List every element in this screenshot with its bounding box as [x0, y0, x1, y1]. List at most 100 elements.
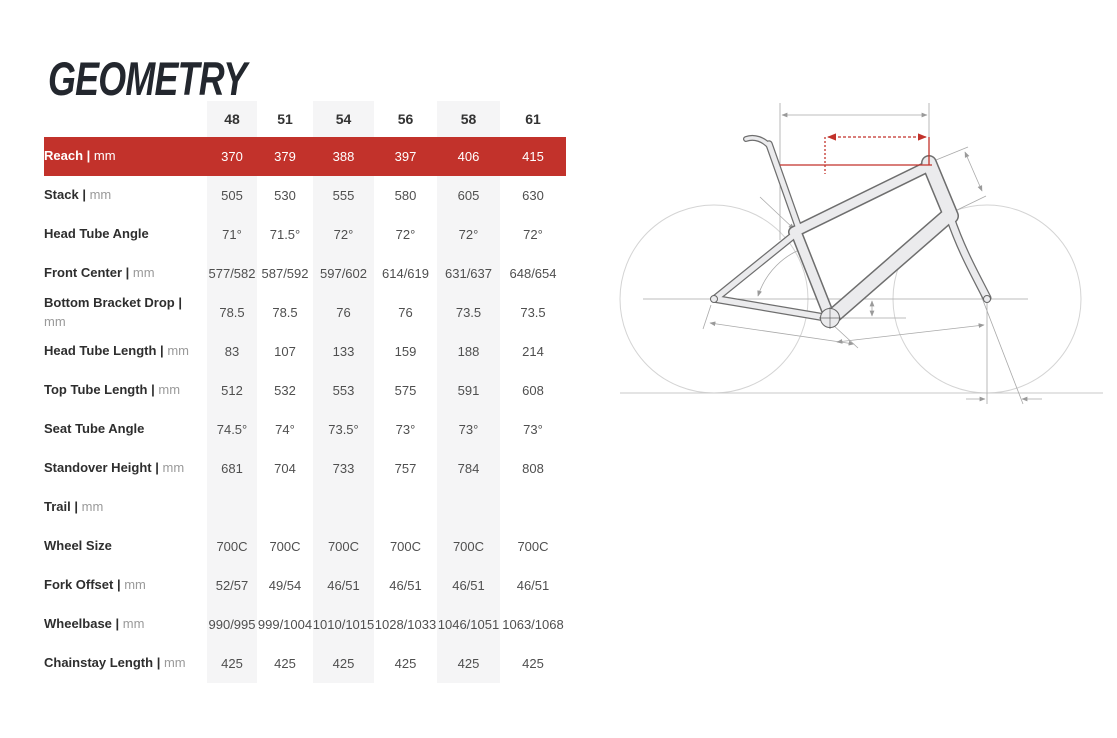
geometry-value: 388	[332, 149, 355, 164]
reach-dimension-highlight	[780, 133, 932, 174]
geometry-value: 76	[398, 305, 413, 320]
geometry-value: 700C	[207, 527, 257, 566]
table-row[interactable]: Wheel Size 700C 700C 700C 700C 700C 700C	[44, 527, 566, 566]
geometry-value	[207, 488, 257, 527]
geometry-value: 425	[274, 656, 296, 671]
bike-geometry-diagram	[598, 80, 1117, 435]
geometry-value: 406	[457, 149, 480, 164]
geometry-table: 48 51 54 56 58 61 Reach | mm 370 379 388 397 406 415…	[44, 101, 566, 683]
geometry-value: 107	[274, 344, 296, 359]
geometry-value: 73°	[437, 410, 500, 449]
table-row[interactable]: Head Tube Length | mm 83 107 133 159 188 214	[44, 332, 566, 371]
geometry-value	[374, 488, 437, 527]
rear-dropout	[710, 295, 718, 303]
geometry-value: 555	[313, 176, 374, 215]
geometry-value: 587/592	[261, 266, 309, 281]
row-label: Fork Offset | mm	[44, 576, 146, 595]
table-row[interactable]: Wheelbase | mm 990/995 999/1004 1010/1015 10…	[44, 605, 566, 644]
table-row[interactable]: Head Tube Angle 71° 71.5° 72° 72° 72° 72°	[44, 215, 566, 254]
row-label: Bottom Bracket Drop | mm	[44, 294, 199, 332]
row-label: Reach | mm	[44, 147, 116, 166]
geometry-value: 505	[207, 176, 257, 215]
geometry-value: 72°	[437, 215, 500, 254]
geometry-value: 700C	[437, 527, 500, 566]
geometry-value: 159	[394, 344, 417, 359]
row-label: Seat Tube Angle	[44, 420, 144, 439]
table-row[interactable]: Fork Offset | mm 52/57 49/54 46/51 46/51 46/5…	[44, 566, 566, 605]
table-row[interactable]: Standover Height | mm 681 704 733 757 784 808	[44, 449, 566, 488]
row-label: Head Tube Angle	[44, 225, 149, 244]
geometry-value: 580	[394, 188, 417, 203]
geometry-value: 630	[522, 188, 544, 203]
row-unit: mm	[89, 187, 112, 203]
geometry-value: 188	[437, 332, 500, 371]
row-label-text: Wheel Size	[44, 538, 112, 554]
geometry-value: 133	[313, 332, 374, 371]
row-label-cell: Reach | mm	[44, 137, 207, 176]
geometry-value: 614/619	[382, 266, 429, 281]
geometry-value: 46/51	[313, 566, 374, 605]
geometry-value: 72°	[395, 227, 416, 242]
row-label-cell: Trail | mm	[44, 488, 207, 527]
geometry-value: 591	[437, 371, 500, 410]
page-title: GEOMETRY	[48, 51, 247, 105]
row-label: Wheelbase | mm	[44, 615, 144, 634]
geometry-value: 73.5	[437, 293, 500, 332]
label-unit-separator: |	[70, 499, 82, 515]
geometry-value: 72°	[523, 227, 543, 242]
geometry-value: 76	[313, 293, 374, 332]
row-label: Stack | mm	[44, 186, 111, 205]
size-header: 61	[525, 111, 541, 127]
front-dropout	[983, 295, 991, 303]
row-label-cell: Head Tube Length | mm	[44, 332, 207, 371]
table-row[interactable]: Bottom Bracket Drop | mm 78.5 78.5 76 76 73.5…	[44, 293, 566, 332]
table-row[interactable]: Seat Tube Angle 74.5° 74° 73.5° 73° 73° 73°	[44, 410, 566, 449]
table-row[interactable]: Front Center | mm 577/582 587/592 597/602 61…	[44, 254, 566, 293]
geometry-value	[500, 488, 566, 527]
geometry-value: 425	[207, 644, 257, 683]
label-unit-separator: |	[156, 343, 168, 359]
geometry-value: 73.5	[520, 305, 546, 320]
geometry-value: 700C	[269, 539, 301, 554]
geometry-value: 73.5°	[313, 410, 374, 449]
header-spacer	[44, 101, 207, 137]
table-row[interactable]: Chainstay Length | mm 425 425 425 425 425 425	[44, 644, 566, 683]
label-unit-separator: |	[111, 616, 123, 632]
geometry-value: 379	[274, 149, 296, 164]
geometry-value: 72°	[313, 215, 374, 254]
geometry-value: 733	[313, 449, 374, 488]
table-row[interactable]: Top Tube Length | mm 512 532 553 575 591 608	[44, 371, 566, 410]
row-label-text: Standover Height	[44, 460, 152, 476]
geometry-value: 1010/1015	[313, 605, 374, 644]
row-label-cell: Chainstay Length | mm	[44, 644, 207, 683]
size-header: 51	[277, 111, 293, 127]
label-unit-separator: |	[113, 577, 125, 593]
geometry-value: 1046/1051	[437, 605, 500, 644]
table-row[interactable]: Trail | mm	[44, 488, 566, 527]
dimension-lines	[702, 103, 1042, 405]
geometry-value: 425	[313, 644, 374, 683]
geometry-value: 52/57	[207, 566, 257, 605]
geometry-value: 704	[274, 461, 296, 476]
geometry-value: 78.5	[207, 293, 257, 332]
geometry-value: 74°	[275, 422, 295, 437]
row-label-text: Stack	[44, 187, 79, 203]
geometry-value	[437, 488, 500, 527]
row-unit: mm	[81, 499, 104, 515]
geometry-value: 608	[522, 383, 544, 398]
geometry-value: 425	[522, 656, 544, 671]
geometry-value: 532	[274, 383, 296, 398]
label-unit-separator: |	[151, 460, 163, 476]
geometry-value: 71°	[207, 215, 257, 254]
table-row[interactable]: Reach | mm 370 379 388 397 406 415	[44, 137, 566, 176]
geometry-value: 74.5°	[207, 410, 257, 449]
geometry-value: 370	[221, 149, 243, 164]
row-label: Top Tube Length | mm	[44, 381, 180, 400]
geometry-value: 700C	[389, 539, 422, 554]
table-row[interactable]: Stack | mm 505 530 555 580 605 630	[44, 176, 566, 215]
label-unit-separator: |	[153, 655, 164, 671]
row-label: Standover Height | mm	[44, 459, 184, 478]
row-label: Chainstay Length | mm	[44, 654, 186, 673]
bottom-bracket	[819, 307, 841, 329]
geometry-value: 999/1004	[257, 617, 313, 632]
